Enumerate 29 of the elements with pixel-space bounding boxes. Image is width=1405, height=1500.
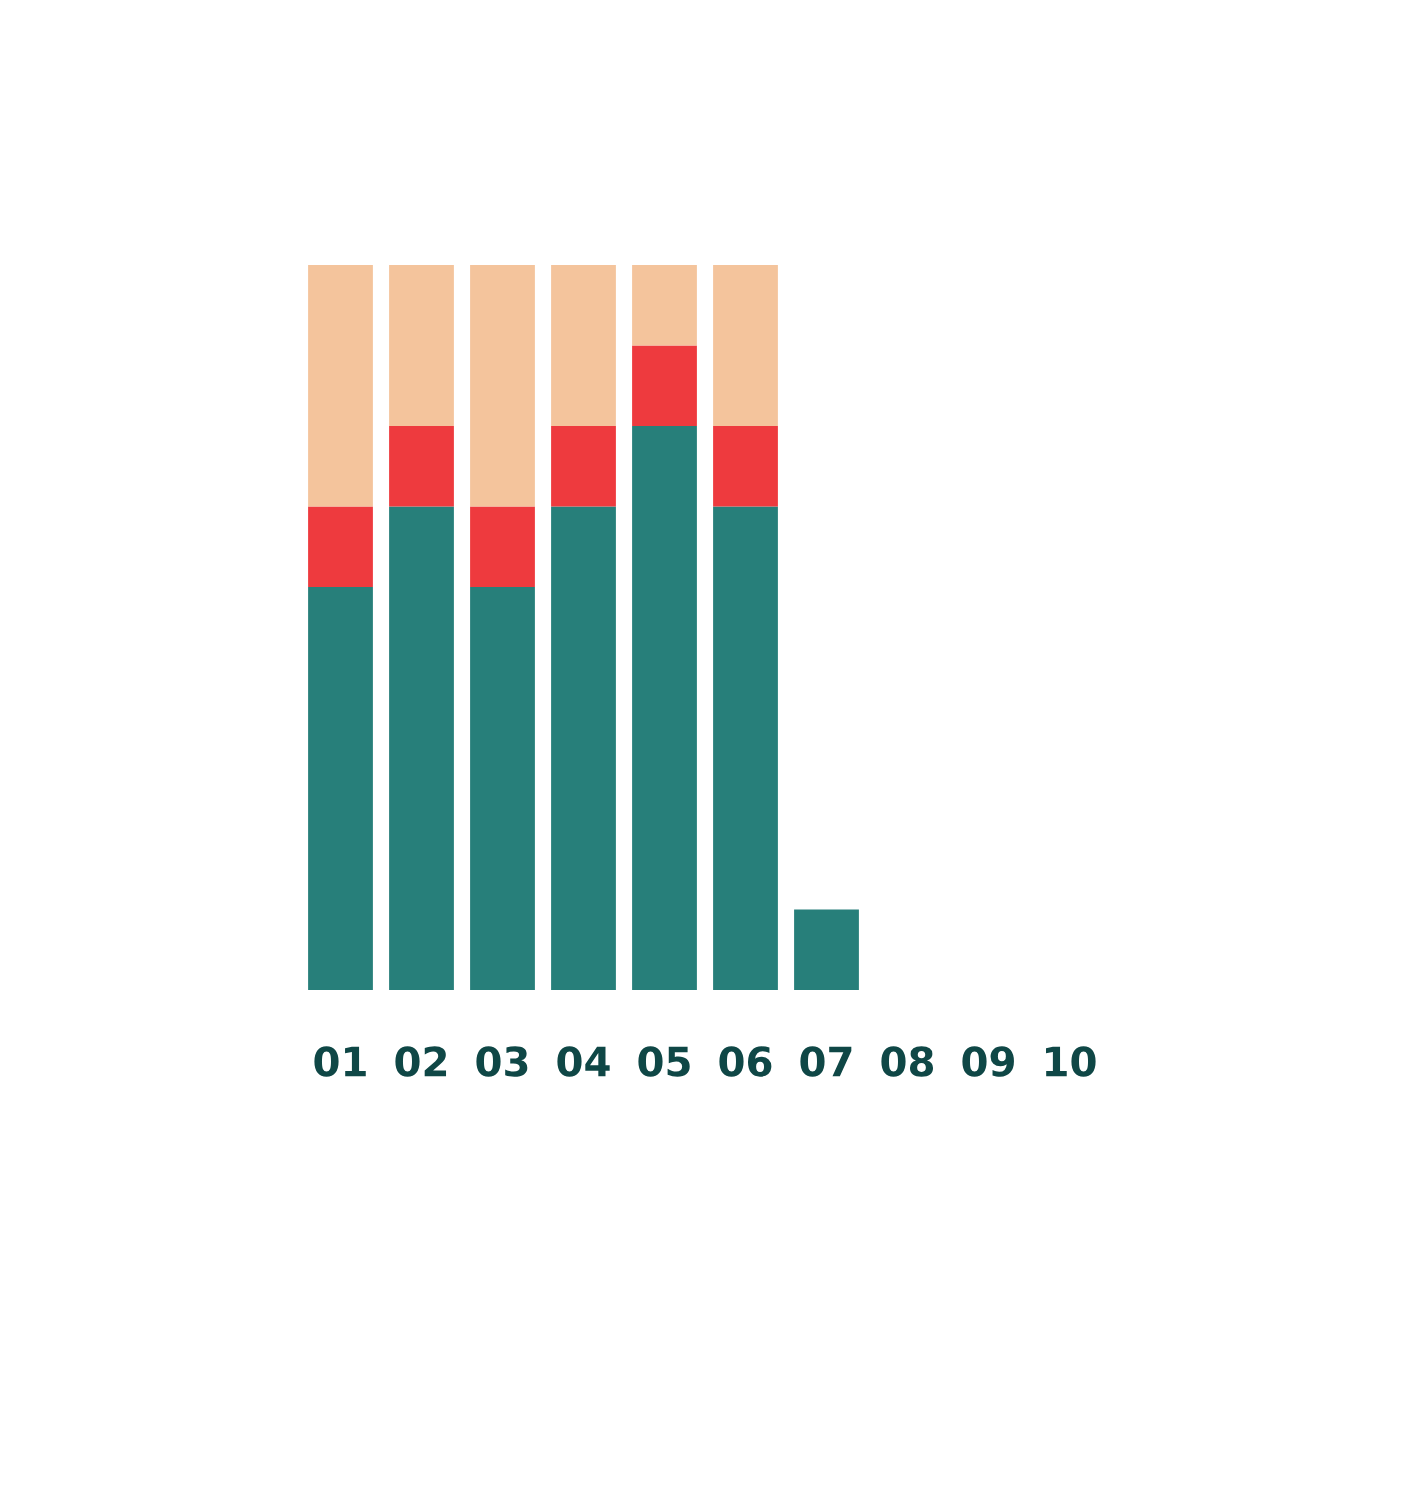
bar: [308, 586, 373, 990]
x-tick-label: 07: [800, 1046, 852, 1077]
bar: [389, 425, 454, 507]
x-tick-label: 04: [557, 1046, 610, 1077]
bar: [389, 265, 454, 426]
bar: [551, 265, 616, 426]
bar: [308, 265, 373, 507]
bar: [389, 506, 454, 990]
x-tick-label: 03: [476, 1046, 528, 1077]
bar: [713, 425, 778, 507]
bar: [713, 265, 778, 426]
x-tick-label: 05: [638, 1046, 690, 1077]
x-tick-label: 08: [881, 1046, 934, 1077]
x-tick-label: 09: [962, 1046, 1014, 1077]
bar: [551, 425, 616, 507]
bar: [470, 586, 535, 990]
bar: [551, 506, 616, 990]
x-tick-label: 02: [395, 1046, 447, 1077]
bar: [632, 265, 697, 346]
bar: [713, 506, 778, 990]
bar: [470, 506, 535, 587]
bar: [308, 506, 373, 587]
bar: [632, 425, 697, 990]
bar: [794, 909, 859, 990]
x-tick-label: 10: [1046, 1046, 1096, 1077]
bar: [470, 265, 535, 507]
x-tick-label: 06: [719, 1046, 772, 1077]
bar: [632, 345, 697, 426]
x-tick-label: 01: [314, 1046, 366, 1077]
